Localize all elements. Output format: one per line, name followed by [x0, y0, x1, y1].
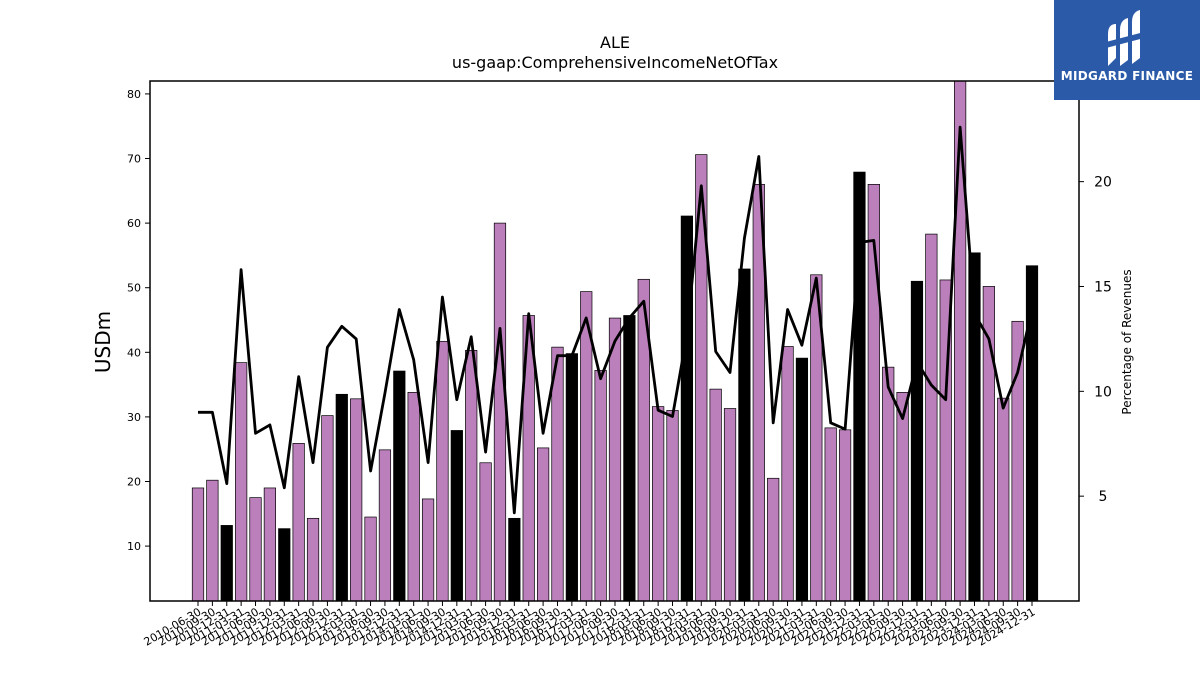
percentage-line: [198, 125, 1034, 515]
bar: [551, 346, 564, 602]
chart-subtitle: us-gaap:ComprehensiveIncomeNetOfTax: [452, 53, 778, 72]
y-axis-left: 10 20 30 40 50 60 70 80: [127, 88, 150, 553]
bar: [838, 429, 852, 602]
bar: [364, 516, 377, 602]
y-tick-label: 20: [127, 475, 141, 488]
bar: [680, 215, 693, 602]
logo-text: MIDGARD FINANCE: [1060, 69, 1194, 83]
bar: [278, 528, 291, 602]
bar: [1011, 320, 1024, 602]
bar: [910, 280, 924, 602]
bar: [220, 525, 233, 602]
bar: [421, 498, 435, 602]
bar: [263, 487, 276, 602]
y-tick-label: 30: [127, 411, 141, 424]
y2-tick-label: 15: [1094, 279, 1112, 295]
line-group: [198, 125, 1034, 515]
bar: [781, 346, 794, 602]
bar: [393, 370, 406, 602]
logo-mark-icon: [1106, 10, 1144, 66]
bar: [896, 392, 909, 602]
bar: [249, 497, 262, 602]
bar: [508, 517, 521, 602]
bar: [292, 443, 305, 602]
x-axis: 2010-06-302010-09-302010-12-312011-03-31…: [142, 601, 1038, 649]
bar: [321, 415, 334, 602]
bar: [767, 477, 780, 602]
bar: [925, 233, 938, 602]
y-tick-label: 60: [127, 217, 141, 230]
y2-tick-label: 20: [1094, 175, 1112, 191]
y-axis-right: 5 10 15 20: [1079, 175, 1112, 505]
bars-group: [191, 80, 1039, 602]
y2-tick-label: 10: [1094, 384, 1112, 400]
bar: [450, 430, 463, 602]
bar: [997, 397, 1010, 602]
bar: [709, 388, 722, 602]
y-tick-label: 40: [127, 346, 141, 359]
y-tick-label: 10: [127, 540, 141, 553]
bar: [378, 449, 392, 602]
bar: [954, 80, 967, 602]
bar: [235, 362, 248, 602]
bar: [306, 517, 320, 602]
bar: [206, 479, 219, 602]
bar: [824, 427, 837, 602]
y-tick-label: 50: [127, 282, 141, 295]
bar: [335, 393, 348, 602]
bar: [795, 357, 809, 602]
bar: [493, 222, 507, 602]
bar: [407, 392, 420, 602]
y2-tick-label: 5: [1099, 489, 1108, 505]
bar: [608, 317, 622, 602]
bar: [191, 487, 205, 602]
bar: [465, 350, 478, 602]
chart-title: ALE: [600, 33, 630, 52]
bar: [350, 398, 363, 602]
bar: [652, 406, 665, 602]
bar: [565, 353, 578, 602]
bar: [666, 410, 679, 602]
bar: [853, 171, 866, 602]
bar: [1025, 265, 1039, 602]
bar: [594, 370, 607, 602]
y-axis-right-label: Percentage of Revenues: [1120, 269, 1134, 414]
bar: [479, 462, 492, 602]
bar: [723, 408, 737, 602]
midgard-finance-logo: MIDGARD FINANCE: [1054, 0, 1200, 100]
bar: [738, 268, 751, 602]
bar: [436, 340, 449, 602]
y-axis-label: USDm: [91, 311, 115, 373]
bar: [537, 447, 550, 602]
bar: [882, 366, 895, 602]
y-tick-label: 70: [127, 153, 141, 166]
y-tick-label: 80: [127, 88, 141, 101]
bar: [623, 315, 636, 602]
